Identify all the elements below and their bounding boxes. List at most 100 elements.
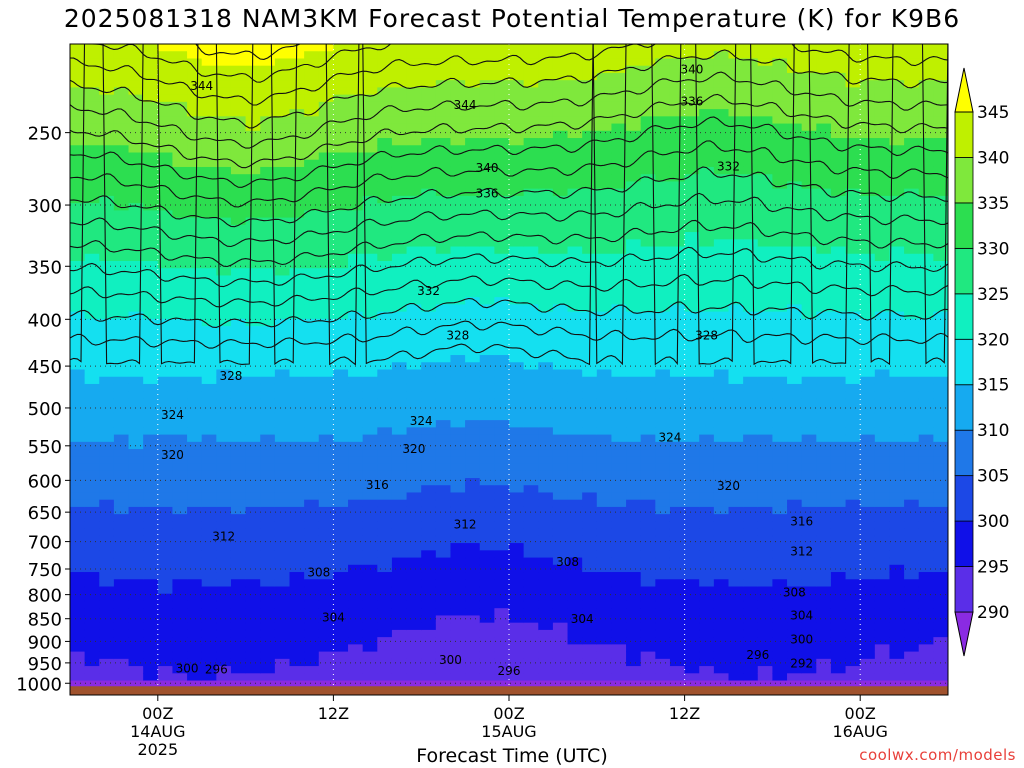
field-cell (187, 499, 203, 508)
field-cell (479, 311, 495, 320)
field-cell (582, 412, 598, 421)
field-cell (509, 680, 525, 689)
field-cell (523, 398, 539, 407)
field-cell (84, 318, 100, 327)
field-cell (787, 514, 803, 522)
field-cell (699, 456, 715, 465)
field-cell (611, 232, 627, 240)
field-cell (845, 644, 861, 653)
field-cell (230, 289, 247, 298)
field-cell (348, 535, 364, 544)
field-cell (435, 673, 452, 682)
field-cell (699, 246, 715, 255)
field-cell (582, 579, 598, 588)
field-cell (684, 514, 700, 522)
field-cell (845, 311, 861, 320)
field-cell (655, 145, 671, 154)
field-cell (713, 506, 730, 515)
field-cell (509, 521, 525, 530)
field-cell (333, 340, 349, 349)
field-cell (509, 383, 525, 392)
field-cell (99, 51, 115, 60)
field-cell (348, 217, 364, 226)
field-cell (509, 463, 525, 472)
field-cell (743, 550, 759, 559)
field-cell (421, 680, 437, 689)
field-cell (318, 579, 334, 588)
field-cell (626, 80, 642, 88)
field-cell (494, 600, 510, 609)
field-cell (435, 210, 452, 219)
field-cell (289, 499, 305, 508)
field-cell (70, 246, 86, 255)
field-cell (435, 203, 452, 211)
field-cell (99, 478, 115, 486)
field-cell (187, 362, 203, 371)
field-cell (450, 398, 466, 407)
field-cell (435, 261, 452, 269)
field-cell (128, 449, 144, 457)
field-cell (187, 528, 203, 537)
field-cell (84, 347, 100, 356)
field-cell (362, 376, 378, 385)
field-cell (479, 203, 495, 211)
field-cell (787, 347, 803, 356)
field-cell (143, 622, 159, 631)
field-cell (128, 326, 144, 334)
field-cell (479, 94, 495, 103)
field-cell (435, 383, 452, 392)
field-cell (143, 420, 159, 428)
field-cell (787, 420, 803, 428)
field-cell (318, 572, 334, 580)
field-cell (845, 159, 861, 168)
field-cell (567, 506, 583, 515)
field-cell (377, 145, 393, 154)
field-cell (728, 543, 744, 551)
field-cell (845, 572, 861, 580)
field-cell (860, 181, 876, 190)
field-cell (435, 355, 452, 363)
field-cell (509, 80, 525, 88)
field-cell (713, 658, 730, 667)
field-cell (260, 427, 276, 436)
field-cell (787, 485, 803, 494)
field-cell (669, 499, 686, 508)
field-cell (274, 572, 291, 580)
field-cell (450, 506, 466, 515)
field-cell (684, 420, 700, 428)
field-cell (377, 188, 393, 197)
field-cell (494, 94, 510, 103)
field-cell (626, 412, 642, 421)
field-cell (377, 94, 393, 103)
field-cell (216, 441, 232, 450)
field-cell (816, 253, 832, 262)
field-cell (699, 362, 715, 371)
field-cell (304, 123, 320, 132)
field-cell (216, 51, 232, 60)
field-cell (713, 188, 730, 197)
field-cell (523, 159, 539, 168)
field-cell (743, 188, 759, 197)
field-cell (596, 297, 613, 305)
field-cell (304, 362, 320, 371)
field-cell (70, 680, 86, 689)
field-cell (143, 239, 159, 248)
field-cell (172, 232, 188, 240)
field-cell (216, 449, 232, 457)
field-cell (787, 101, 803, 110)
field-cell (479, 412, 495, 421)
field-cell (230, 246, 247, 255)
field-cell (728, 478, 744, 486)
field-cell (757, 326, 773, 334)
field-cell (245, 535, 261, 544)
field-cell (743, 434, 759, 443)
field-cell (245, 174, 261, 183)
field-cell (669, 449, 686, 457)
field-cell (113, 195, 130, 204)
field-cell (362, 586, 378, 595)
field-cell (70, 275, 86, 284)
field-cell (655, 297, 671, 305)
field-cell (757, 535, 773, 544)
field-cell (421, 275, 437, 284)
field-cell (787, 593, 803, 602)
